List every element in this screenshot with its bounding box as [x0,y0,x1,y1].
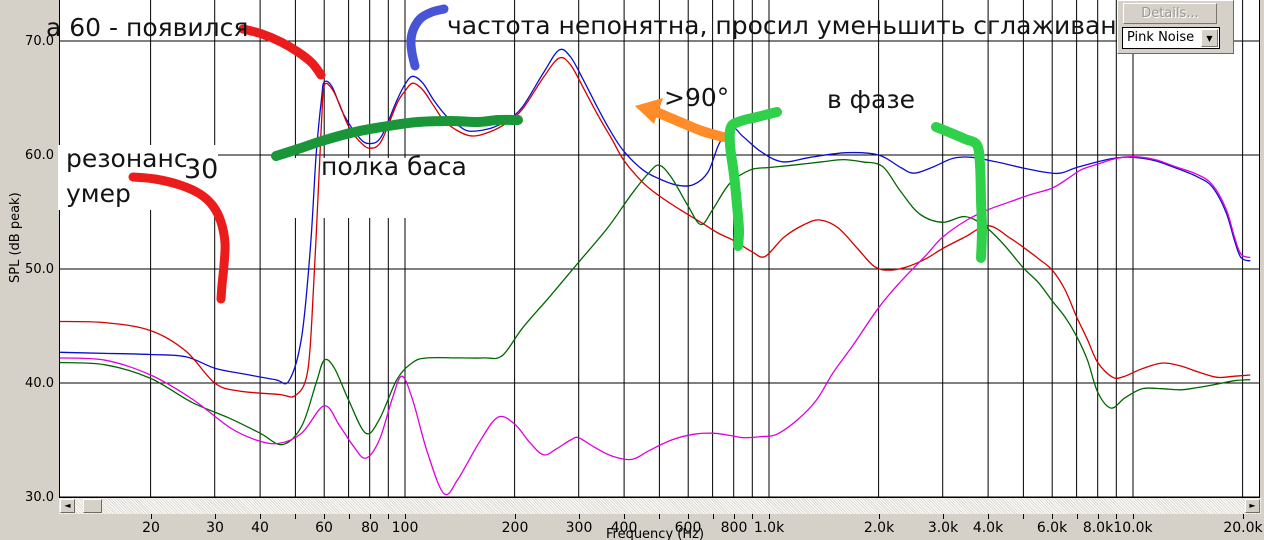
freq-tick-label: 1.0k [753,520,785,536]
note-90deg: >90° [664,83,730,112]
freq-tick-label: 40 [251,520,269,536]
freq-tick-label: 60 [315,520,333,536]
db-tick-label: 70.0 [25,34,54,49]
freq-tick-mark [943,514,944,519]
freq-tick-mark [260,514,261,519]
db-tick-label: 60.0 [25,148,54,163]
db-tick-label: 30.0 [25,490,54,505]
curve-magenta-trace [60,156,1251,496]
freq-tick-mark [879,514,880,519]
gridlines [59,0,1260,498]
horizontal-scrollbar[interactable] [59,498,1261,514]
scroll-left-button[interactable]: ◄ [60,499,75,513]
noise-type-value: Pink Noise [1127,30,1195,45]
freq-tick-mark [713,514,714,519]
hand-stroke-red-mark-60hz [238,24,326,80]
freq-tick-label: 600 [674,520,702,536]
freq-tick-label: 200 [501,520,529,536]
freq-tick-mark [1133,514,1134,519]
freq-tick-mark [1116,514,1117,519]
freq-tick-mark [579,514,580,519]
hand-stroke-bright-green-4khz [931,122,987,263]
note-60hz: а 60 - появился [46,13,249,42]
hand-stroke-blue-mark-100hz [406,4,449,71]
note-resonance-1: резонанс [66,144,188,173]
freq-tick-mark [1098,514,1099,519]
freq-tick-mark [151,514,152,519]
freq-tick-mark [370,514,371,519]
freq-tick-mark [1243,514,1244,519]
freq-tick-label: 6.0k [1036,520,1068,536]
freq-tick-mark [215,514,216,519]
db-tick-label: 50.0 [25,262,54,277]
orange-arrowhead [635,98,663,124]
curve-green-trace [60,158,1251,446]
freq-tick-label: 20.0k [1223,520,1263,536]
note-bass-shelf: полка баса [321,152,467,181]
freq-tick-label: 20 [142,520,160,536]
freq-tick-mark [769,514,770,519]
freq-tick-mark [624,514,625,519]
freq-tick-label: 2.0k [863,520,895,536]
freq-tick-label: 400 [610,520,638,536]
freq-tick-mark [295,514,296,519]
freq-tick-label: 800 [720,520,748,536]
freq-tick-mark [324,514,325,519]
freq-tick-label: 30 [206,520,224,536]
hand-stroke-red-mark-30hz [128,172,230,304]
freq-tick-mark [752,514,753,519]
annotation-erase-patch [268,158,480,218]
freq-tick-label: 3.0k [927,520,959,536]
freq-tick-label: 300 [565,520,593,536]
curve-red-trace [60,56,1251,398]
freq-tick-mark [1052,514,1053,519]
note-smoothing: частота непонятна, просил уменьшить сгла… [447,11,1173,40]
freq-tick-mark [688,514,689,519]
note-resonance-2: умер [66,179,131,208]
freq-tick-mark [515,514,516,519]
freq-tick-mark [1023,514,1024,519]
freq-tick-label: 4.0k [972,520,1004,536]
noise-type-select[interactable]: Pink Noise ▼ [1122,27,1220,49]
hand-stroke-green-bass-shelf [271,114,523,161]
freq-tick-mark [734,514,735,519]
freq-tick-label: 100 [391,520,419,536]
note-30: 30 [184,154,219,185]
freq-tick-mark [1077,514,1078,519]
hand-stroke-bright-green-800hz [724,107,782,251]
details-button[interactable]: Details... [1123,3,1217,24]
freq-tick-mark [988,514,989,519]
chevron-down-icon[interactable]: ▼ [1201,29,1218,47]
curve-blue-trace [60,48,1251,385]
freq-tick-mark [349,514,350,519]
scroll-thumb[interactable] [83,499,102,513]
db-tick-label: 40.0 [25,376,54,391]
freq-tick-mark [659,514,660,519]
freq-tick-label: 10.0k [1113,520,1153,536]
freq-tick-label: 80 [361,520,379,536]
control-panel: Details... Pink Noise ▼ [1117,0,1234,54]
freq-tick-mark [405,514,406,519]
freq-tick-label: 8.0k [1082,520,1114,536]
freq-tick-mark [388,514,389,519]
x-axis-title: Frequency (Hz) [605,527,705,540]
note-in-phase: в фазе [827,85,916,114]
scroll-right-button[interactable]: ► [1245,499,1260,513]
